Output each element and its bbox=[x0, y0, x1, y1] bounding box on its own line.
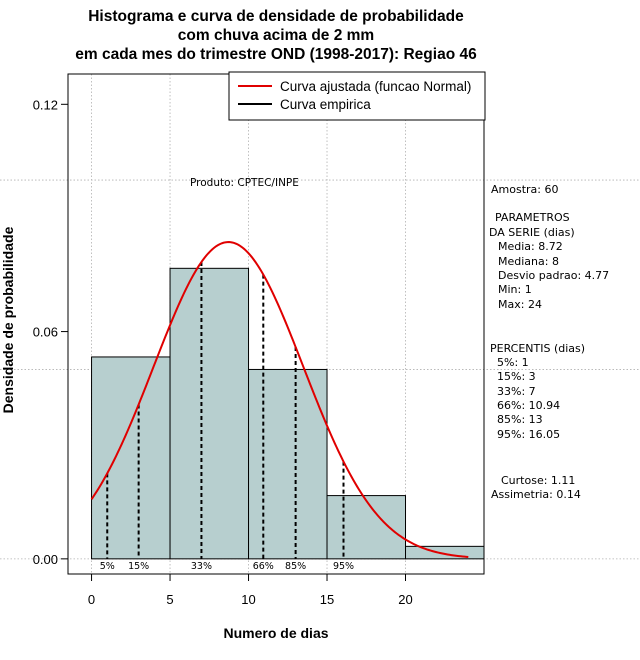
percentile-66: 66%: 10.94 bbox=[497, 399, 560, 412]
percentile-lines-layer: 5% 15% 33% 66% 85% 95% bbox=[100, 261, 354, 572]
percentile-85: 85%: 13 bbox=[497, 413, 543, 426]
info-panel: Amostra: 60 PARAMETROS DA SERIE (dias) M… bbox=[489, 183, 609, 501]
param-sd: Desvio padrao: 4.77 bbox=[498, 269, 609, 282]
param-max: Max: 24 bbox=[498, 298, 542, 311]
param-mean: Media: 8.72 bbox=[498, 240, 563, 253]
chart-title-line-1: Histograma e curva de densidade de proba… bbox=[88, 8, 464, 25]
histogram-bar-1 bbox=[169, 267, 250, 560]
percentile-label-33: 33% bbox=[191, 561, 212, 572]
legend-empirical-label: Curva empirica bbox=[280, 97, 371, 112]
percentile-label-95: 95% bbox=[333, 561, 354, 572]
percentile-label-85: 85% bbox=[285, 561, 306, 572]
percentiles-title: PERCENTIS (dias) bbox=[490, 342, 585, 355]
skewness: Assimetria: 0.14 bbox=[491, 488, 581, 501]
curve-layer bbox=[90, 241, 469, 558]
y-tick-label-2: 0.12 bbox=[33, 97, 58, 112]
bars-layer bbox=[91, 267, 485, 560]
legend: Curva ajustada (funcao Normal) Curva emp… bbox=[228, 71, 486, 121]
percentile-95: 95%: 16.05 bbox=[497, 428, 560, 441]
normal-fit-curve bbox=[90, 241, 469, 558]
x-tick-label-5: 5 bbox=[166, 592, 173, 607]
histogram-bar-4 bbox=[405, 545, 485, 560]
legend-box bbox=[228, 71, 486, 121]
percentile-15: 15%: 3 bbox=[497, 370, 536, 383]
sample-size: Amostra: 60 bbox=[491, 183, 558, 196]
histogram-bar-3 bbox=[326, 495, 407, 560]
percentile-33: 33%: 7 bbox=[497, 385, 536, 398]
kurtosis: Curtose: 1.11 bbox=[501, 474, 575, 487]
producer-label: Produto: CPTEC/INPE bbox=[190, 177, 299, 189]
param-min: Min: 1 bbox=[498, 283, 532, 296]
params-title-1: PARAMETROS bbox=[495, 211, 570, 224]
histogram-bar-2 bbox=[248, 368, 328, 560]
y-axis-title: Densidade de probabilidade bbox=[0, 226, 16, 413]
chart-title-line-2: com chuva acima de 2 mm bbox=[178, 27, 374, 44]
params-title-2: DA SERIE (dias) bbox=[489, 226, 575, 239]
x-tick-label-0: 0 bbox=[88, 592, 95, 607]
y-tick-label-1: 0.06 bbox=[33, 325, 58, 340]
histogram-bar-0 bbox=[91, 356, 171, 560]
percentile-5: 5%: 1 bbox=[497, 356, 529, 369]
x-tick-label-15: 15 bbox=[320, 592, 334, 607]
legend-fitted-label: Curva ajustada (funcao Normal) bbox=[280, 79, 471, 94]
x-tick-label-10: 10 bbox=[241, 592, 255, 607]
param-median: Mediana: 8 bbox=[498, 255, 559, 268]
x-tick-label-20: 20 bbox=[398, 592, 412, 607]
y-tick-label-0: 0.00 bbox=[33, 552, 58, 567]
percentile-label-15: 15% bbox=[128, 561, 149, 572]
percentile-label-5: 5% bbox=[100, 561, 115, 572]
x-axis-title: Numero de dias bbox=[223, 625, 328, 641]
percentile-label-66: 66% bbox=[253, 561, 274, 572]
chart-title-line-3: em cada mes do trimestre OND (1998-2017)… bbox=[75, 46, 477, 63]
